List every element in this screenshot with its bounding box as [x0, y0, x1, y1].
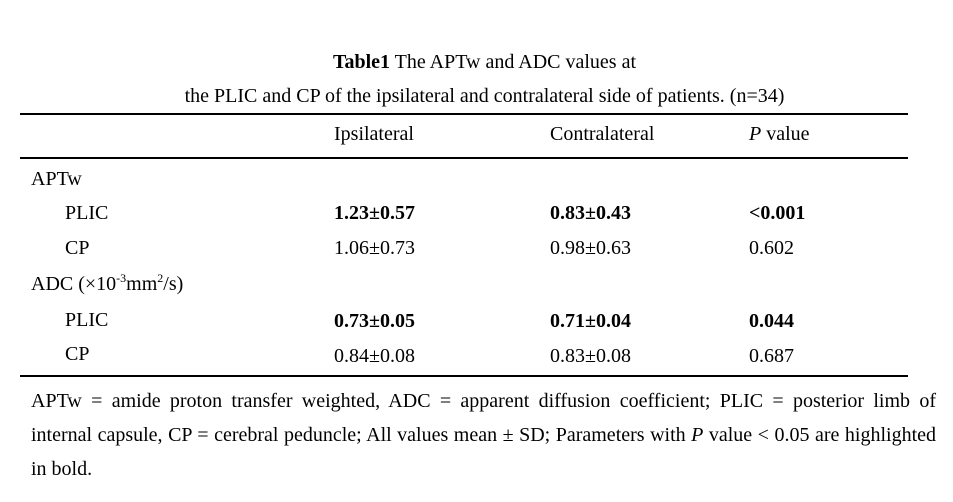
adc-label-part3: /s) [163, 273, 184, 295]
cell-contralateral: 0.83±0.08 [550, 345, 631, 367]
cell-p-value: 0.602 [749, 237, 794, 259]
header-p-rest: value [761, 123, 810, 145]
table-caption-line2: the PLIC and CP of the ipsilateral and c… [184, 85, 785, 107]
row-label: PLIC [65, 309, 109, 331]
cell-ipsilateral: 0.84±0.08 [334, 345, 415, 367]
cell-contralateral: 0.83±0.43 [550, 202, 631, 224]
footnote-text-2: value < 0.05 are highlighted in bold. [31, 424, 937, 480]
cell-ipsilateral: 1.23±0.57 [334, 202, 415, 224]
header-ipsilateral: Ipsilateral [334, 123, 414, 145]
cell-contralateral: 0.98±0.63 [550, 237, 631, 259]
cell-p-value: <0.001 [749, 202, 806, 224]
cell-contralateral: 0.71±0.04 [550, 310, 631, 332]
table-caption-line1: Table1 The APTw and ADC values at [8, 50, 953, 74]
adc-label-exp2: 2 [157, 271, 164, 285]
adc-label-part1: ADC (×10 [31, 273, 117, 295]
adc-label-part2: mm [126, 273, 158, 295]
table-footnote: APTw = amide proton transfer weighted, A… [31, 384, 936, 486]
header-rule [20, 157, 908, 159]
cell-ipsilateral: 1.06±0.73 [334, 237, 415, 259]
row-label: PLIC [65, 202, 109, 224]
table-caption-title: The APTw and ADC values at [390, 51, 637, 73]
bottom-rule [20, 375, 908, 377]
footnote-text-1: APTw = amide proton transfer weighted, A… [31, 390, 936, 446]
cell-p-value: 0.044 [749, 310, 794, 332]
cell-p-value: 0.687 [749, 345, 794, 367]
row-label: CP [65, 237, 90, 259]
header-p-value: P value [749, 122, 810, 146]
table-label: Table1 [332, 51, 391, 73]
row-label: CP [65, 343, 90, 365]
adc-label-exp1: -3 [116, 271, 127, 285]
top-rule [20, 113, 908, 115]
header-p-italic: P [749, 123, 762, 145]
group-label-adc: ADC (×10-3mm2/s) [31, 272, 183, 296]
footnote-p-italic: P [691, 424, 704, 446]
header-contralateral: Contralateral [550, 123, 655, 145]
group-label-aptw: APTw [31, 168, 82, 190]
cell-ipsilateral: 0.73±0.05 [334, 310, 415, 332]
